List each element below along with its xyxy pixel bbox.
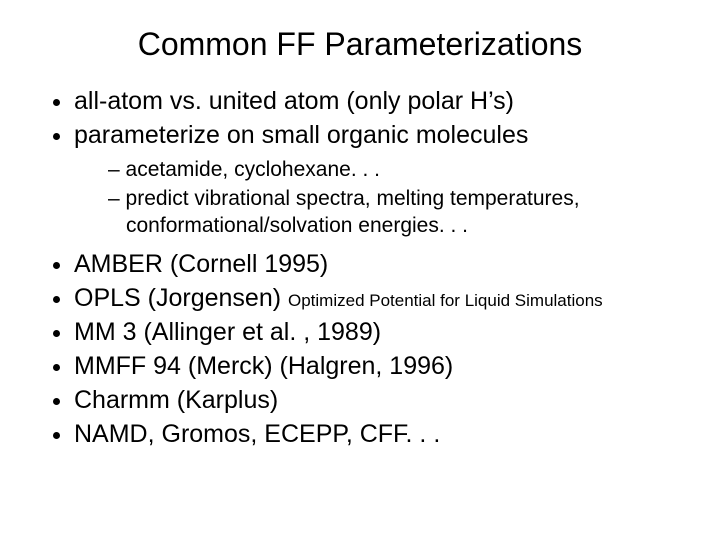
list-item: all-atom vs. united atom (only polar H’s… bbox=[74, 85, 680, 117]
sub-bullet-list: acetamide, cyclohexane. . . predict vibr… bbox=[74, 157, 680, 240]
list-item-note: Optimized Potential for Liquid Simulatio… bbox=[288, 291, 603, 310]
sub-list-item: acetamide, cyclohexane. . . bbox=[108, 157, 680, 184]
list-item: parameterize on small organic molecules … bbox=[74, 119, 680, 240]
list-item: AMBER (Cornell 1995) bbox=[74, 248, 680, 280]
list-item-text: OPLS (Jorgensen) bbox=[74, 284, 288, 312]
list-item: NAMD, Gromos, ECEPP, CFF. . . bbox=[74, 418, 680, 450]
list-item: OPLS (Jorgensen) Optimized Potential for… bbox=[74, 282, 680, 314]
list-item-text: parameterize on small organic molecules bbox=[74, 121, 528, 149]
list-item: MM 3 (Allinger et al. , 1989) bbox=[74, 316, 680, 348]
list-item: Charmm (Karplus) bbox=[74, 384, 680, 416]
sub-list-item: predict vibrational spectra, melting tem… bbox=[108, 186, 680, 240]
slide-title: Common FF Parameterizations bbox=[40, 26, 680, 63]
list-item: MMFF 94 (Merck) (Halgren, 1996) bbox=[74, 350, 680, 382]
bullet-list: all-atom vs. united atom (only polar H’s… bbox=[40, 85, 680, 450]
slide: Common FF Parameterizations all-atom vs.… bbox=[0, 0, 720, 540]
